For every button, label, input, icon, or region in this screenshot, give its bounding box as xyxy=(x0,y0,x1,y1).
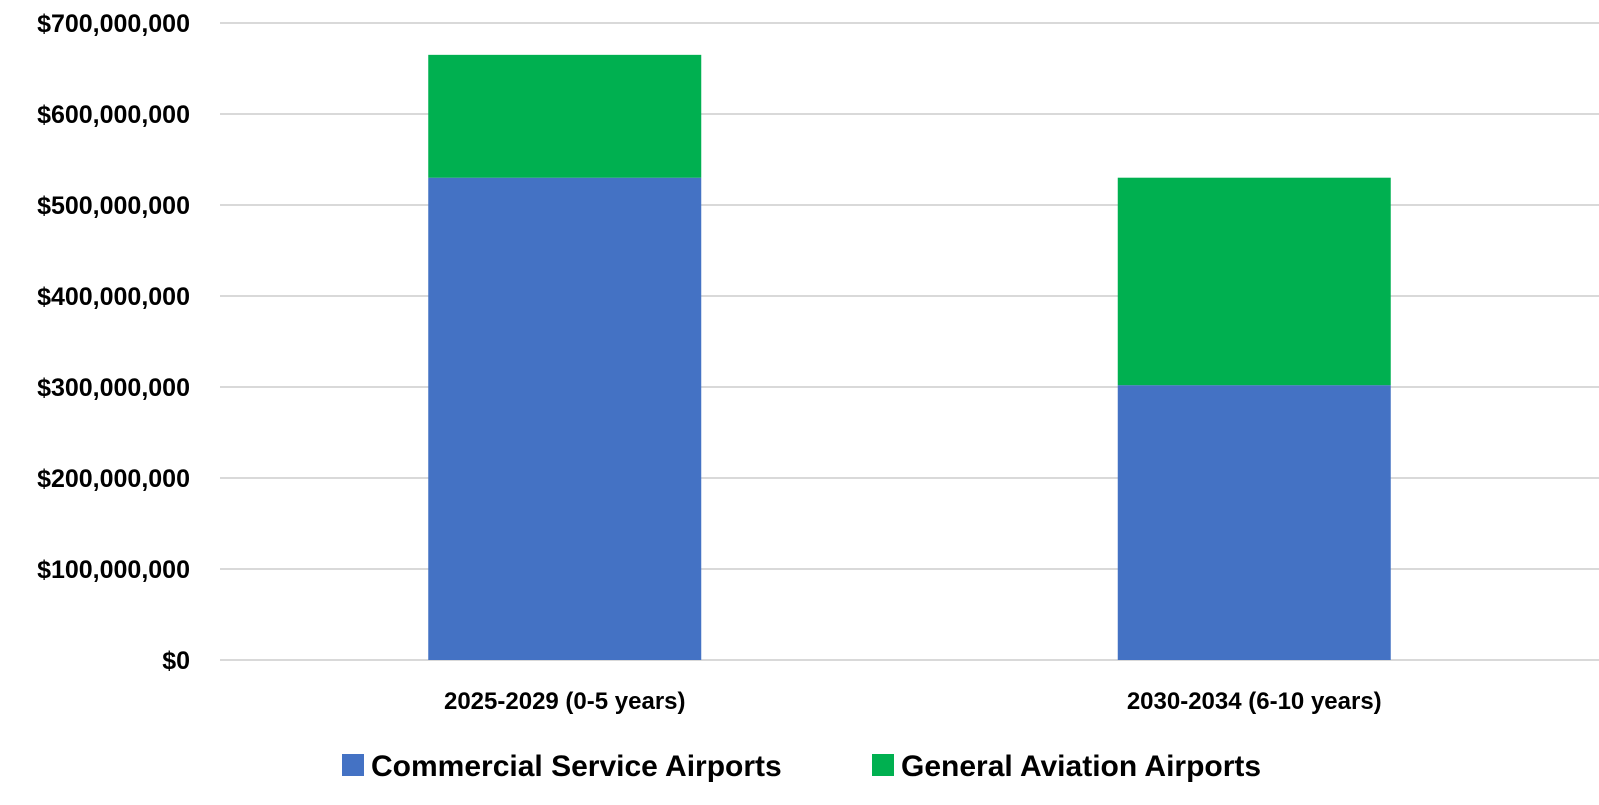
legend-label: General Aviation Airports xyxy=(901,750,1261,783)
y-tick-label: $500,000,000 xyxy=(37,192,190,220)
legend-swatch xyxy=(342,754,364,776)
bar-segment-commercial xyxy=(1117,385,1391,660)
bars xyxy=(428,54,1391,660)
x-tick-label: 2030-2034 (6-10 years) xyxy=(1127,688,1382,715)
y-tick-label: $300,000,000 xyxy=(37,374,190,402)
legend-swatch xyxy=(872,754,894,776)
y-tick-label: $600,000,000 xyxy=(37,101,190,129)
x-axis-ticks: 2025-2029 (0-5 years) 2030-2034 (6-10 yea… xyxy=(444,688,1382,715)
y-tick-label: $700,000,000 xyxy=(37,10,190,38)
y-tick-label: $0 xyxy=(162,647,190,675)
y-tick-label: $400,000,000 xyxy=(37,283,190,311)
y-tick-label: $200,000,000 xyxy=(37,465,190,493)
y-axis-ticks: $0 $100,000,000 $200,000,000 $300,000,000 $4… xyxy=(37,10,190,675)
x-tick-label: 2025-2029 (0-5 years) xyxy=(444,688,686,715)
bar-segment-general-aviation xyxy=(1117,177,1391,386)
legend: Commercial Service Airports General Aviat… xyxy=(342,750,1261,783)
bar-segment-general-aviation xyxy=(428,54,702,178)
bar-segment-commercial xyxy=(428,177,702,660)
gridlines xyxy=(220,22,1599,661)
legend-label: Commercial Service Airports xyxy=(371,750,782,783)
y-tick-label: $100,000,000 xyxy=(37,556,190,584)
